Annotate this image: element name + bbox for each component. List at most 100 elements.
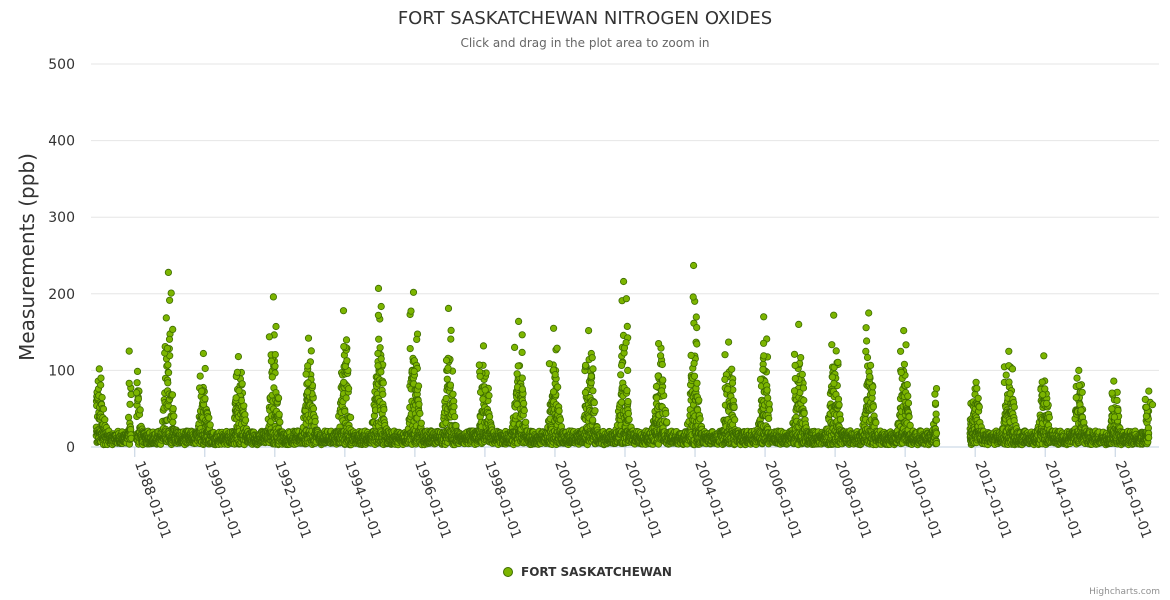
scatter-point[interactable] — [242, 416, 250, 424]
scatter-point[interactable] — [695, 396, 703, 404]
scatter-point[interactable] — [696, 415, 704, 423]
scatter-point[interactable] — [520, 406, 528, 415]
scatter-point[interactable] — [589, 416, 597, 424]
scatter-point[interactable] — [276, 418, 284, 426]
scatter-point[interactable] — [415, 400, 423, 408]
scatter-point[interactable] — [518, 374, 526, 382]
scatter-point[interactable] — [206, 421, 214, 429]
scatter-point[interactable] — [522, 418, 530, 426]
scatter-point[interactable] — [97, 374, 105, 382]
scatter-point[interactable] — [763, 386, 771, 394]
scatter-point[interactable] — [589, 387, 597, 395]
scatter-point[interactable] — [764, 394, 772, 402]
scatter-point[interactable] — [800, 396, 808, 404]
scatter-point[interactable] — [443, 375, 451, 383]
scatter-point[interactable] — [380, 405, 388, 414]
scatter-point[interactable] — [170, 412, 178, 420]
scatter-point[interactable] — [800, 409, 808, 417]
scatter-point[interactable] — [730, 403, 738, 411]
y-tick-label: 500 — [48, 57, 75, 73]
x-tick-label: 2014-01-01 — [1041, 459, 1084, 541]
scatter-point[interactable] — [416, 409, 424, 418]
scatter-point[interactable] — [765, 406, 774, 414]
scatter-point[interactable] — [346, 413, 355, 421]
scatter-point[interactable] — [520, 399, 528, 408]
scatter-series[interactable] — [92, 261, 1157, 449]
scatter-point[interactable] — [624, 397, 632, 406]
scatter-point[interactable] — [238, 380, 246, 388]
scatter-point[interactable] — [485, 391, 493, 400]
scatter-point[interactable] — [590, 399, 598, 407]
y-tick-label: 300 — [48, 210, 75, 226]
scatter-point[interactable] — [275, 410, 283, 418]
scatter-point[interactable] — [98, 393, 106, 402]
x-tick-label: 1996-01-01 — [411, 459, 454, 541]
scatter-point[interactable] — [446, 381, 455, 389]
scatter-point[interactable] — [690, 372, 699, 380]
x-tick-label: 2012-01-01 — [971, 459, 1014, 541]
scatter-point[interactable] — [311, 417, 319, 426]
x-tick-label: 2002-01-01 — [621, 459, 664, 541]
scatter-point[interactable] — [797, 353, 805, 362]
scatter-point[interactable] — [765, 414, 773, 422]
y-tick-label: 100 — [48, 363, 75, 379]
scatter-point[interactable] — [205, 414, 213, 422]
x-axis-ticks: 1988-01-01 1990-01-01 1992-01-01 1994-01-01… — [131, 447, 1154, 541]
scatter-point[interactable] — [133, 367, 142, 375]
scatter-point[interactable] — [101, 416, 109, 424]
scatter-point[interactable] — [136, 406, 144, 414]
x-tick-label: 2016-01-01 — [1111, 459, 1154, 541]
y-tick-label: 200 — [48, 287, 75, 303]
scatter-point[interactable] — [164, 379, 172, 387]
scatter-point[interactable] — [555, 407, 563, 415]
scatter-point[interactable] — [97, 381, 105, 389]
scatter-point[interactable] — [95, 365, 103, 373]
scatter-point[interactable] — [134, 395, 142, 403]
scatter-point[interactable] — [99, 405, 108, 413]
scatter-point[interactable] — [623, 386, 631, 395]
scatter-point[interactable] — [165, 369, 173, 377]
scatter-point[interactable] — [168, 391, 177, 399]
scatter-point[interactable] — [799, 384, 808, 392]
scatter-point[interactable] — [342, 394, 350, 402]
scatter-point[interactable] — [617, 371, 625, 379]
scatter-point[interactable] — [450, 403, 458, 411]
scatter-point[interactable] — [169, 418, 177, 426]
scatter-point[interactable] — [693, 379, 701, 387]
scatter-point[interactable] — [344, 385, 353, 393]
scatter-point[interactable] — [556, 416, 565, 424]
scatter-point[interactable] — [414, 382, 423, 390]
x-tick-label: 2010-01-01 — [901, 459, 944, 541]
x-tick-label: 2000-01-01 — [551, 459, 594, 541]
scatter-point[interactable] — [450, 413, 459, 421]
scatter-point[interactable] — [309, 405, 318, 413]
scatter-point[interactable] — [663, 418, 671, 426]
scatter-point[interactable] — [728, 365, 736, 373]
scatter-point[interactable] — [589, 365, 597, 373]
scatter-point[interactable] — [125, 413, 133, 421]
scatter-point[interactable] — [133, 379, 141, 387]
scatter-point[interactable] — [379, 379, 387, 387]
scatter-point[interactable] — [417, 419, 425, 427]
scatter-point[interactable] — [625, 415, 633, 423]
x-tick-label: 2008-01-01 — [831, 459, 874, 541]
scatter-point[interactable] — [169, 404, 177, 413]
scatter-point[interactable] — [126, 400, 134, 408]
x-tick-label: 2004-01-01 — [691, 459, 734, 541]
scatter-point[interactable] — [274, 394, 283, 402]
scatter-point[interactable] — [449, 390, 457, 398]
y-tick-label: 0 — [66, 440, 75, 456]
scatter-point[interactable] — [662, 409, 670, 418]
scatter-point[interactable] — [835, 401, 843, 409]
scatter-point[interactable] — [624, 409, 633, 418]
scatter-point[interactable] — [836, 415, 845, 423]
x-tick-label: 2006-01-01 — [761, 459, 804, 541]
scatter-point[interactable] — [731, 416, 739, 424]
scatter-point[interactable] — [379, 390, 387, 398]
scatter-point[interactable] — [591, 407, 599, 415]
scatter-point[interactable] — [485, 413, 494, 421]
scatter-point[interactable] — [164, 361, 172, 369]
x-tick-label: 1998-01-01 — [481, 459, 524, 541]
